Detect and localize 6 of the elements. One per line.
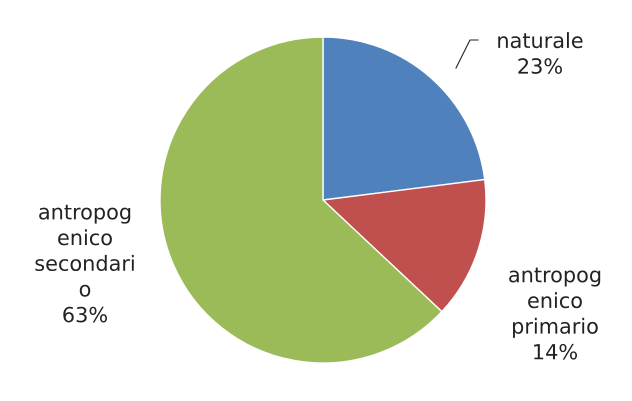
data-label: 23% [518, 58, 562, 74]
slice-label: antropog enico primario [509, 268, 600, 338]
slice-label: antropog enico secondari o [35, 204, 134, 297]
data-label: 63% [63, 306, 108, 322]
data-label: 14% [534, 344, 578, 360]
slice-label: naturale [498, 32, 583, 48]
